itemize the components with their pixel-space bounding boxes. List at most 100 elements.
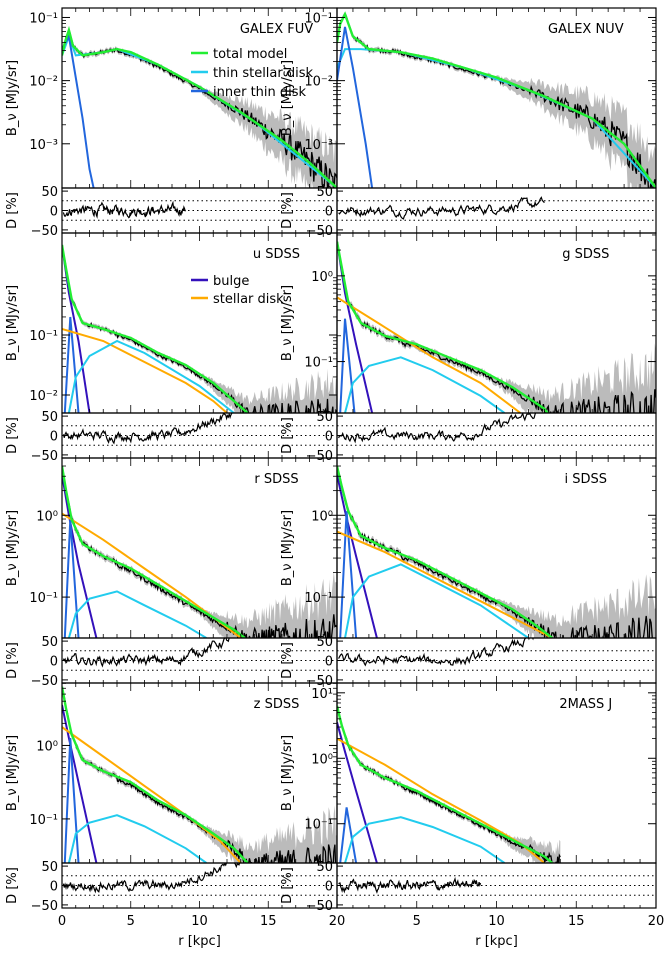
ytick-label: 10⁻² — [304, 75, 333, 90]
legend-label: thin stellar disk — [213, 66, 313, 81]
ylabel: B_ν [MJy/sr] — [5, 60, 20, 136]
error-band — [62, 246, 337, 413]
resid-ylabel: D [%] — [280, 642, 295, 679]
residual-line — [338, 876, 482, 894]
total-model-line — [337, 705, 554, 863]
component-inner — [63, 519, 80, 638]
panel-0: 10⁻¹ 10⁻² 10⁻³ B_ν [MJy/sr] GALEX FUV 50 0 −50 D… — [5, 7, 338, 239]
panel-3: 10⁰ 10⁻¹ B_ν [MJy/sr] g SDSS 50 0 −50 D [%] — [280, 232, 657, 464]
resid-tick-label: −50 — [31, 899, 58, 914]
panel-title: r SDSS — [254, 472, 298, 487]
xtick-label: 20 — [648, 914, 665, 929]
resid-ylabel: D [%] — [280, 417, 295, 454]
error-band — [337, 465, 656, 638]
component-disk — [337, 296, 522, 413]
resid-tick-label: 0 — [325, 205, 333, 220]
ytick-label: 10⁻² — [29, 389, 58, 404]
ytick-label: 10⁻³ — [304, 138, 333, 153]
total-model-line — [62, 686, 249, 863]
plot-area — [337, 704, 561, 863]
total-model-line — [62, 244, 249, 413]
ytick-label: 10⁻¹ — [304, 818, 333, 833]
panel-7: 10¹ 10⁰ 10⁻¹ B_ν [MJy/sr] 2MASS J 50 0 −50 D [%]… — [280, 682, 665, 949]
ylabel: B_ν [MJy/sr] — [5, 285, 20, 361]
component-thin — [67, 590, 207, 638]
resid-tick-label: 0 — [50, 430, 58, 445]
component-thin — [67, 339, 235, 413]
panel-title: 2MASS J — [559, 697, 612, 712]
resid-tick-label: −50 — [31, 674, 58, 689]
xtick-label: 15 — [260, 914, 277, 929]
total-model-line — [62, 466, 246, 638]
error-band — [62, 688, 337, 863]
total-model-line — [337, 11, 656, 188]
panel-title: z SDSS — [254, 697, 300, 712]
xtick-label: 10 — [488, 914, 505, 929]
observed-profile — [62, 31, 337, 188]
xtick-label: 10 — [191, 914, 208, 929]
plot-area — [337, 241, 656, 413]
component-inner — [62, 33, 95, 188]
ylabel: B_ν [MJy/sr] — [5, 735, 20, 811]
resid-tick-label: 50 — [41, 635, 58, 650]
ytick-label: 10⁻¹ — [304, 356, 333, 371]
resid-tick-label: −50 — [31, 224, 58, 239]
ylabel: B_ν [MJy/sr] — [5, 510, 20, 586]
ytick-label: 10⁻³ — [29, 138, 58, 153]
panel-title: GALEX FUV — [240, 22, 313, 37]
legend-top: total model thin stellar disk inner thin d… — [191, 47, 313, 100]
legend-label: stellar disk — [213, 292, 284, 307]
ylabel: B_ν [MJy/sr] — [280, 510, 295, 586]
plot-area — [62, 25, 337, 188]
ytick-label: 10⁻¹ — [304, 11, 333, 26]
error-band — [62, 29, 337, 188]
resid-tick-label: 0 — [325, 430, 333, 445]
ytick-label: 10¹ — [311, 687, 333, 702]
resid-tick-label: 0 — [50, 880, 58, 895]
resid-tick-label: −50 — [306, 224, 333, 239]
component-disk — [62, 328, 228, 413]
observed-profile — [62, 248, 337, 413]
resid-ylabel: D [%] — [280, 192, 295, 229]
panel-title: GALEX NUV — [548, 22, 624, 37]
component-disk — [337, 530, 553, 638]
ytick-label: 10⁻¹ — [304, 591, 333, 606]
resid-ylabel: D [%] — [280, 867, 295, 904]
component-inner — [339, 807, 358, 863]
panel-title: g SDSS — [562, 247, 609, 262]
xlabel: r [kpc] — [178, 934, 221, 949]
ylabel: B_ν [MJy/sr] — [280, 735, 295, 811]
resid-tick-label: 0 — [325, 880, 333, 895]
resid-tick-label: 50 — [316, 860, 333, 875]
resid-tick-label: 50 — [41, 185, 58, 200]
component-thin — [344, 356, 506, 413]
residual-line — [338, 638, 542, 667]
resid-tick-label: 50 — [41, 860, 58, 875]
component-thin — [344, 816, 506, 863]
xlabel: r [kpc] — [475, 934, 518, 949]
resid-tick-label: 0 — [50, 655, 58, 670]
legend-label: inner thin disk — [213, 85, 307, 100]
plot-area — [62, 465, 337, 638]
ytick-label: 10⁻¹ — [29, 11, 58, 26]
ylabel: B_ν [MJy/sr] — [280, 285, 295, 361]
xtick-label: 20 — [329, 914, 346, 929]
panel-title: i SDSS — [565, 472, 608, 487]
residual-line — [338, 196, 545, 220]
residual-line — [62, 863, 241, 894]
component-bulge — [337, 474, 378, 638]
panel-2: 10⁻¹ 10⁻² B_ν [MJy/sr] u SDSS 50 0 −50 D [%] bul… — [5, 232, 338, 464]
ytick-label: 10⁻² — [29, 75, 58, 90]
resid-tick-label: −50 — [306, 899, 333, 914]
component-inner — [337, 26, 374, 188]
resid-tick-label: −50 — [31, 449, 58, 464]
plot-area — [62, 686, 337, 863]
ytick-label: 10⁰ — [36, 509, 58, 524]
component-inner — [339, 318, 356, 413]
total-model-line — [62, 25, 337, 188]
residual-line — [62, 413, 233, 445]
resid-tick-label: 50 — [316, 410, 333, 425]
residual-line — [62, 200, 186, 219]
component-bulge — [62, 704, 98, 863]
